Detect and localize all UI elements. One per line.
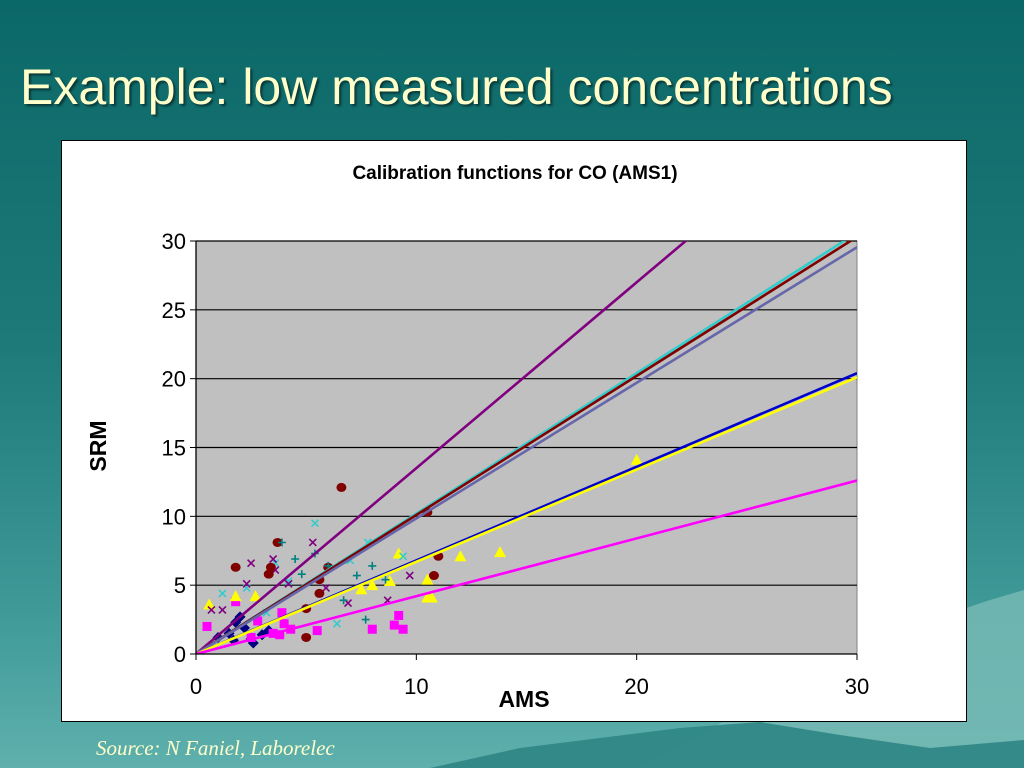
- y-axis-label: SRM: [85, 420, 111, 471]
- data-point: [425, 591, 438, 603]
- data-point: [218, 605, 227, 615]
- data-point: [291, 555, 300, 564]
- data-point: [428, 571, 439, 581]
- data-point: [230, 562, 241, 572]
- calibration-line: [196, 241, 688, 654]
- data-point: [265, 562, 276, 572]
- x-tick-label: 20: [624, 674, 648, 699]
- data-point: [247, 559, 256, 568]
- data-point: [630, 453, 643, 465]
- chart-frame: Calibration functions for CO (AMS1) AMS …: [61, 140, 967, 722]
- data-point: [405, 571, 414, 580]
- slide-title: Example: low measured concentrations: [20, 59, 893, 115]
- data-point: [229, 590, 242, 602]
- data-point: [314, 588, 325, 598]
- y-tick-label: 30: [162, 229, 186, 254]
- x-axis-label: AMS: [498, 686, 549, 712]
- data-point: [301, 632, 312, 642]
- x-tick-label: 30: [845, 674, 869, 699]
- data-point: [253, 616, 263, 626]
- data-point: [321, 583, 331, 592]
- data-point: [277, 538, 286, 547]
- data-point: [207, 605, 216, 615]
- data-point: [389, 620, 399, 630]
- data-point: [361, 615, 370, 624]
- chart-title: Calibration functions for CO (AMS1): [352, 163, 677, 184]
- data-point: [336, 482, 347, 492]
- data-point: [308, 538, 317, 547]
- data-point: [310, 519, 320, 528]
- data-point: [383, 575, 396, 587]
- data-point: [367, 624, 377, 634]
- x-tick-label: 0: [190, 674, 202, 699]
- data-point: [277, 608, 287, 618]
- y-tick-label: 25: [162, 298, 186, 323]
- data-point: [332, 619, 342, 628]
- data-point: [202, 621, 212, 631]
- y-tick-label: 20: [162, 367, 186, 392]
- data-point: [246, 632, 256, 642]
- data-point: [269, 554, 278, 564]
- data-point: [421, 573, 434, 585]
- data-point: [275, 630, 285, 640]
- y-tick-label: 5: [174, 573, 186, 598]
- data-point: [218, 589, 227, 598]
- data-point: [263, 569, 274, 579]
- calibration-chart: Calibration functions for CO (AMS1) AMS …: [85, 163, 869, 712]
- x-tick-label: 10: [404, 674, 428, 699]
- y-tick-label: 10: [162, 504, 186, 529]
- y-tick-label: 0: [174, 642, 186, 667]
- calibration-line: [196, 376, 857, 654]
- data-point: [297, 570, 306, 579]
- data-point: [242, 579, 251, 588]
- data-point: [352, 571, 361, 580]
- data-point: [454, 550, 467, 562]
- data-point: [203, 598, 216, 610]
- calibration-lines: [196, 241, 857, 654]
- calibration-line: [196, 246, 857, 654]
- data-point: [249, 590, 262, 602]
- source-note: Source: N Faniel, Laborelec: [96, 736, 335, 760]
- data-point: [339, 596, 348, 605]
- data-point: [312, 626, 322, 636]
- data-point: [366, 579, 379, 591]
- data-point: [381, 575, 390, 584]
- data-point: [368, 561, 377, 570]
- data-point: [355, 583, 368, 595]
- data-point: [394, 610, 404, 620]
- y-tick-label: 15: [162, 436, 186, 461]
- data-point: [284, 579, 293, 588]
- data-point: [494, 546, 507, 558]
- data-point: [399, 552, 408, 561]
- data-point: [398, 624, 408, 634]
- data-point: [231, 597, 241, 607]
- data-point: [272, 537, 283, 547]
- calibration-line: [196, 241, 853, 654]
- calibration-line: [196, 479, 857, 654]
- data-point: [279, 619, 289, 629]
